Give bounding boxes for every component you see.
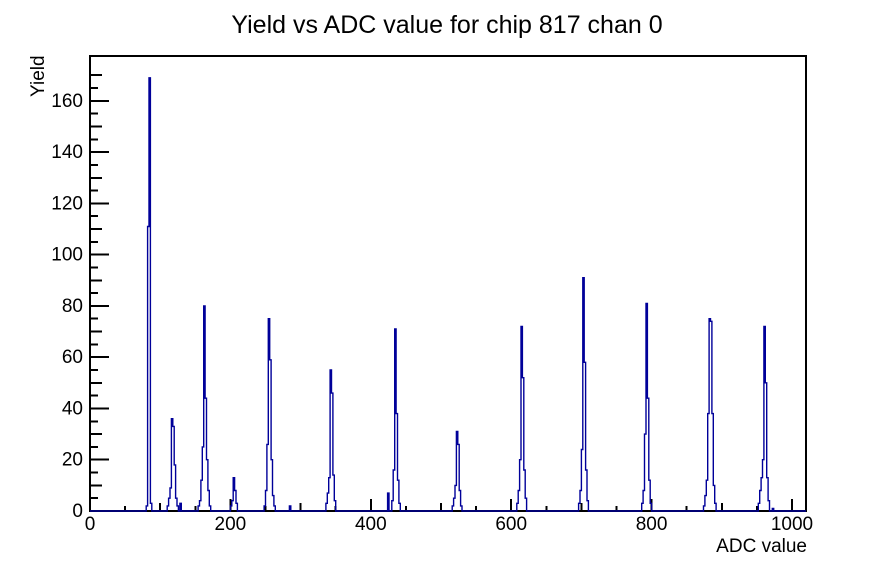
plot-frame [89,55,807,512]
y-tick-label: 80 [62,296,83,317]
y-tick-label: 40 [62,399,83,420]
x-tick-label: 800 [636,514,668,535]
x-tick-label: 600 [495,514,527,535]
y-axis-ticks [90,74,109,512]
x-axis-tick-labels: 0 200 400 600 800 1000 [85,514,813,535]
y-tick-label: 160 [51,91,83,112]
y-tick-label: 100 [51,245,83,266]
histogram-line [90,77,806,512]
y-axis-title: Yield [28,55,49,97]
y-tick-label: 0 [72,501,83,522]
y-tick-label: 120 [51,193,83,214]
x-tick-label: 1000 [771,514,813,535]
x-tick-label: 400 [355,514,387,535]
x-axis-ticks [89,499,793,511]
x-axis-title: ADC value [716,536,807,557]
y-tick-label: 20 [62,450,83,471]
y-axis-tick-labels: 0 20 40 60 80 100 120 140 160 [51,91,83,522]
x-tick-label: 200 [215,514,247,535]
x-tick-label: 0 [85,514,96,535]
y-tick-label: 60 [62,347,83,368]
y-tick-label: 140 [51,142,83,163]
chart-title: Yield vs ADC value for chip 817 chan 0 [231,11,662,39]
